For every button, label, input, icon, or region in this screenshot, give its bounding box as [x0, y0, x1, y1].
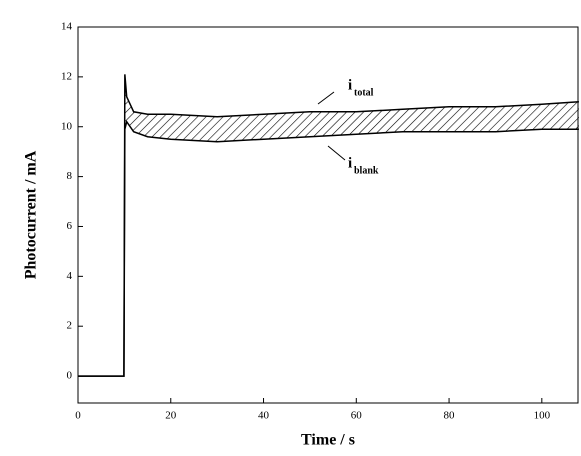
y-tick-label: 12 — [61, 70, 72, 82]
annotation-subscript: blank — [354, 165, 379, 176]
x-tick-label: 100 — [534, 410, 551, 422]
y-axis-title: Photocurrent / mA — [23, 150, 40, 279]
y-tick-label: 0 — [67, 370, 73, 382]
y-tick-label: 2 — [67, 320, 73, 332]
series-line — [78, 74, 579, 377]
annotation-subscript: total — [354, 87, 374, 98]
series-line — [78, 119, 579, 377]
x-tick-label: 0 — [75, 410, 81, 422]
annotation-leader — [317, 91, 335, 105]
annotation-label: i — [348, 155, 352, 171]
y-tick-label: 8 — [67, 170, 73, 182]
y-tick-label: 4 — [67, 270, 73, 282]
y-tick-label: 10 — [61, 120, 73, 132]
x-axis-title: Time / s — [301, 432, 355, 449]
x-tick-label: 40 — [258, 410, 270, 422]
y-tick-label: 14 — [61, 21, 73, 33]
y-tick-label: 6 — [67, 220, 73, 232]
x-tick-label: 60 — [351, 410, 363, 422]
x-tick-label: 80 — [444, 410, 456, 422]
plot-frame — [77, 26, 579, 404]
x-tick-label: 20 — [165, 410, 177, 422]
annotation-leader — [327, 145, 346, 161]
hatched-band — [124, 74, 579, 142]
annotation-label: i — [348, 77, 352, 93]
